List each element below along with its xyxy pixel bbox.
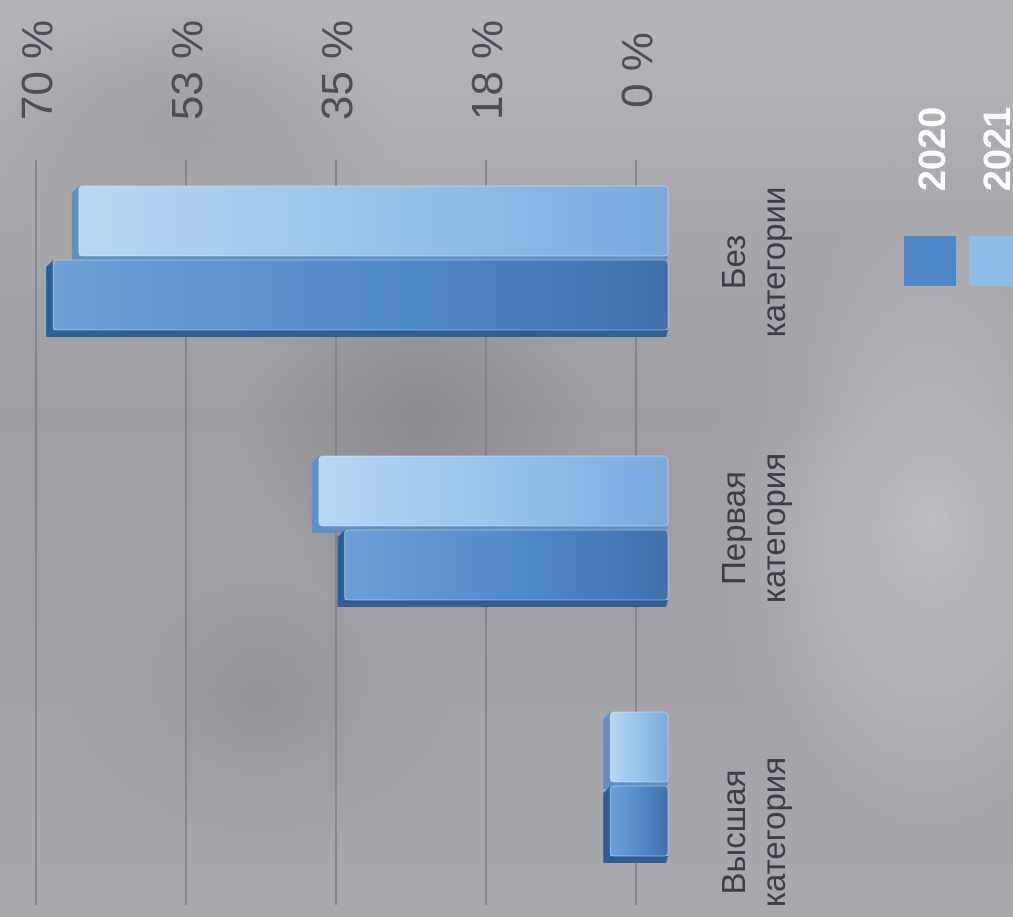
- bar-depth-2021: [603, 712, 611, 789]
- bar-bottom-2020: [337, 600, 668, 607]
- bar-depth-2020: [337, 530, 345, 607]
- bar-2021: [318, 455, 669, 527]
- bar-2021: [609, 711, 669, 783]
- bars: [46, 185, 669, 863]
- legend-swatch-2020: [904, 236, 956, 286]
- category-label: категория: [755, 453, 792, 603]
- y-tick-label: 70 %: [13, 20, 62, 120]
- y-tick-label: 53 %: [163, 20, 212, 120]
- y-tick-label: 0 %: [613, 32, 662, 108]
- category-label: категории: [755, 187, 792, 338]
- legend-swatch-2021: [969, 236, 1013, 286]
- legend-label-2021: 2021: [977, 107, 1013, 192]
- bar-depth-2020: [603, 786, 611, 863]
- y-tick-label: 35 %: [313, 20, 362, 120]
- legend-label-2020: 2020: [912, 107, 954, 192]
- bar-depth-2020: [46, 260, 54, 337]
- category-label: категория: [755, 757, 792, 907]
- category-label: Без: [715, 235, 752, 289]
- legend: 2020 2021: [904, 107, 1013, 286]
- bar-2020: [52, 259, 669, 331]
- category-label: Первая: [715, 471, 752, 585]
- bar-2020: [609, 785, 669, 857]
- category-label: Высшая: [715, 770, 752, 895]
- bar-2020: [344, 529, 669, 601]
- bar-bottom-2020: [603, 856, 668, 863]
- bar-bottom-2020: [46, 330, 668, 337]
- bar-depth-2021: [71, 186, 79, 263]
- y-tick-label: 18 %: [463, 20, 512, 120]
- bar-2021: [78, 185, 669, 257]
- bar-depth-2021: [311, 456, 319, 533]
